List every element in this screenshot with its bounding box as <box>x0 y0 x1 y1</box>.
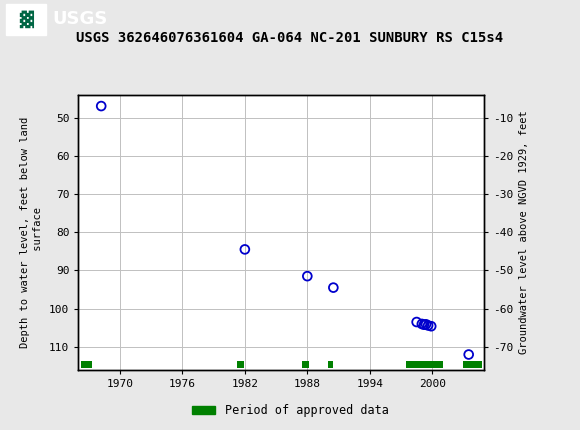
Bar <box>463 361 482 368</box>
Bar <box>237 361 244 368</box>
Point <box>419 321 429 328</box>
Point <box>426 323 436 330</box>
Point <box>421 321 430 328</box>
Text: USGS: USGS <box>52 10 107 28</box>
Point <box>412 319 421 326</box>
Point <box>417 320 426 327</box>
Bar <box>81 361 92 368</box>
Point <box>464 351 473 358</box>
Bar <box>406 361 443 368</box>
Y-axis label: Depth to water level, feet below land
 surface: Depth to water level, feet below land su… <box>20 117 44 348</box>
Point <box>240 246 249 253</box>
Bar <box>6 4 46 35</box>
Point <box>423 322 433 329</box>
Point <box>303 273 312 280</box>
Legend: Period of approved data: Period of approved data <box>187 399 393 422</box>
Bar <box>328 361 334 368</box>
Y-axis label: Groundwater level above NGVD 1929, feet: Groundwater level above NGVD 1929, feet <box>519 111 529 354</box>
Text: ▓: ▓ <box>19 10 33 28</box>
Text: USGS 362646076361604 GA-064 NC-201 SUNBURY RS C15s4: USGS 362646076361604 GA-064 NC-201 SUNBU… <box>77 31 503 45</box>
Point <box>329 284 338 291</box>
Bar <box>302 361 309 368</box>
Point <box>96 103 106 110</box>
